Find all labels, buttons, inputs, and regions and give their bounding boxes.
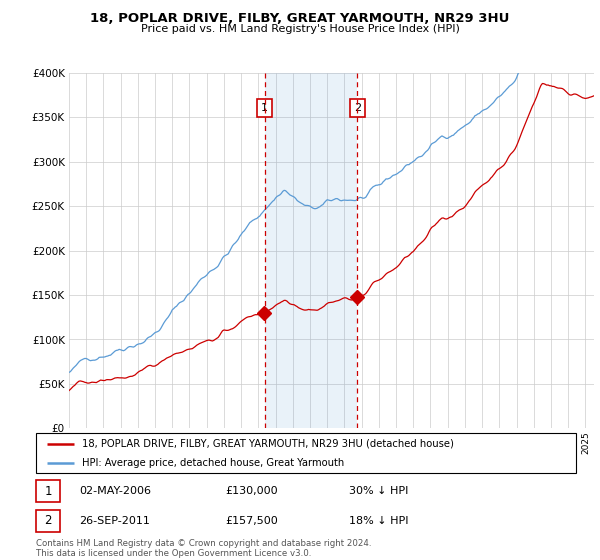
Text: 2: 2 bbox=[354, 104, 361, 113]
Text: 18% ↓ HPI: 18% ↓ HPI bbox=[349, 516, 409, 526]
Text: Contains HM Land Registry data © Crown copyright and database right 2024.
This d: Contains HM Land Registry data © Crown c… bbox=[36, 539, 371, 558]
Text: 02-MAY-2006: 02-MAY-2006 bbox=[79, 486, 151, 496]
Text: HPI: Average price, detached house, Great Yarmouth: HPI: Average price, detached house, Grea… bbox=[82, 458, 344, 468]
Text: Price paid vs. HM Land Registry's House Price Index (HPI): Price paid vs. HM Land Registry's House … bbox=[140, 24, 460, 34]
Text: £130,000: £130,000 bbox=[225, 486, 278, 496]
FancyBboxPatch shape bbox=[36, 480, 60, 502]
Text: 18, POPLAR DRIVE, FILBY, GREAT YARMOUTH, NR29 3HU (detached house): 18, POPLAR DRIVE, FILBY, GREAT YARMOUTH,… bbox=[82, 439, 454, 449]
FancyBboxPatch shape bbox=[36, 510, 60, 532]
Text: 18, POPLAR DRIVE, FILBY, GREAT YARMOUTH, NR29 3HU: 18, POPLAR DRIVE, FILBY, GREAT YARMOUTH,… bbox=[91, 12, 509, 25]
Text: 1: 1 bbox=[44, 484, 52, 498]
Text: 1: 1 bbox=[261, 104, 268, 113]
Text: 26-SEP-2011: 26-SEP-2011 bbox=[79, 516, 150, 526]
Bar bbox=[265, 73, 358, 428]
Text: £157,500: £157,500 bbox=[225, 516, 278, 526]
Text: 2: 2 bbox=[44, 514, 52, 528]
Text: 30% ↓ HPI: 30% ↓ HPI bbox=[349, 486, 409, 496]
FancyBboxPatch shape bbox=[36, 433, 576, 473]
